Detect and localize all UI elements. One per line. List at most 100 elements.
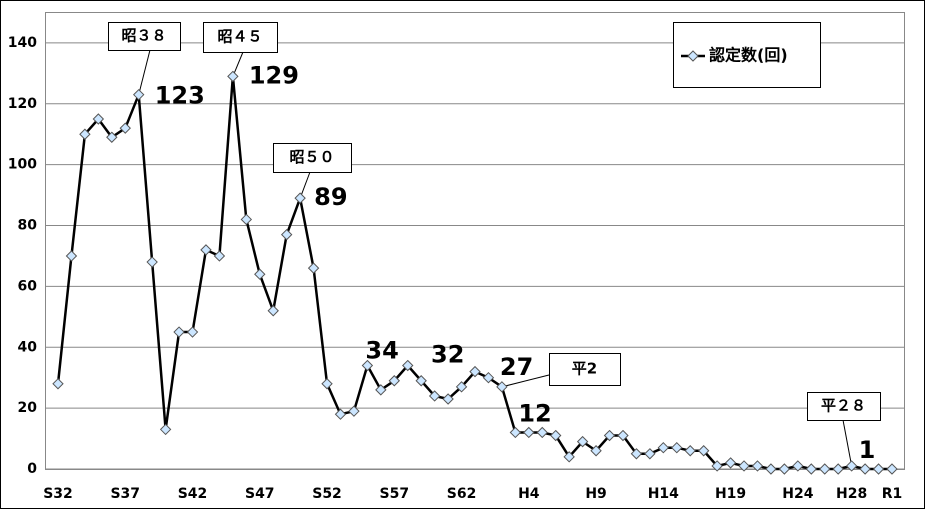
callout-text: 昭４５ — [217, 28, 262, 46]
marker — [819, 463, 831, 475]
marker — [240, 213, 253, 226]
marker — [348, 405, 360, 417]
marker — [671, 441, 683, 454]
marker — [792, 460, 804, 472]
callout-text: 平２８ — [821, 397, 866, 415]
callout-line — [232, 51, 244, 77]
marker — [859, 463, 871, 475]
x-tick-label: S37 — [110, 486, 140, 502]
x-tick-label: H24 — [782, 486, 813, 502]
marker — [280, 228, 293, 241]
x-tick-label: S42 — [178, 486, 208, 502]
callout-line — [299, 171, 311, 199]
callout-box — [807, 392, 881, 421]
marker — [576, 435, 589, 448]
marker — [469, 365, 481, 378]
marker — [550, 429, 562, 442]
marker — [496, 381, 508, 393]
data-label: 123 — [155, 82, 205, 110]
marker — [684, 445, 696, 457]
marker — [832, 463, 844, 475]
marker — [159, 423, 172, 436]
data-label: 34 — [365, 337, 398, 365]
marker — [872, 463, 885, 475]
callout-box — [203, 22, 278, 53]
callout-text: 昭５０ — [289, 148, 334, 166]
callout-text: 平2 — [572, 360, 597, 378]
marker — [751, 460, 764, 472]
x-tick-label: R1 — [882, 486, 903, 502]
callout-text: 昭３８ — [121, 27, 166, 45]
marker — [146, 256, 158, 268]
marker — [321, 378, 333, 390]
marker — [697, 445, 710, 457]
y-tick-label: 100 — [8, 157, 37, 173]
marker — [630, 448, 643, 460]
marker — [361, 359, 374, 372]
y-tick-label: 120 — [8, 96, 37, 112]
marker — [738, 460, 750, 472]
marker — [375, 384, 387, 396]
marker — [603, 429, 616, 442]
x-tick-label: S32 — [43, 486, 73, 502]
x-tick-label: H14 — [648, 486, 679, 502]
x-tick-label: H4 — [518, 486, 540, 502]
marker — [428, 390, 441, 402]
x-tick-label: S62 — [447, 486, 477, 502]
marker — [482, 371, 495, 384]
marker — [334, 408, 347, 420]
data-label: 1 — [859, 436, 876, 464]
marker — [186, 326, 199, 338]
marker — [644, 448, 656, 460]
legend-label: 認定数(回) — [709, 46, 788, 65]
marker — [388, 375, 400, 387]
x-tick-label: H9 — [585, 486, 606, 502]
marker — [886, 463, 898, 475]
marker — [106, 131, 118, 143]
data-label: 129 — [249, 61, 299, 89]
marker — [52, 378, 64, 390]
callout-line — [842, 419, 853, 467]
x-tick-label: H28 — [836, 486, 867, 502]
callout-box — [549, 353, 621, 386]
x-tick-label: S47 — [245, 486, 275, 502]
callout-line — [138, 49, 151, 95]
marker — [415, 375, 427, 387]
y-tick-label: 80 — [18, 218, 38, 234]
plot-area — [45, 12, 905, 470]
marker — [92, 113, 105, 125]
marker — [402, 359, 414, 372]
marker — [563, 451, 575, 463]
marker — [65, 250, 78, 262]
y-tick-label: 40 — [18, 339, 38, 355]
callout-box — [273, 143, 352, 173]
y-tick-label: 60 — [18, 278, 38, 294]
y-tick-label: 140 — [8, 35, 37, 51]
marker — [509, 426, 522, 439]
marker — [657, 441, 670, 454]
y-tick-label: 0 — [27, 461, 37, 477]
marker — [254, 268, 266, 280]
marker — [133, 88, 145, 101]
marker — [778, 463, 791, 475]
marker — [590, 445, 602, 457]
marker — [227, 70, 239, 83]
marker — [307, 262, 320, 274]
data-label: 32 — [431, 341, 464, 369]
marker — [805, 463, 817, 475]
marker — [724, 457, 737, 469]
x-tick-label: H19 — [715, 486, 746, 502]
marker — [536, 426, 548, 439]
legend-marker — [687, 50, 699, 62]
x-tick-label: S52 — [312, 486, 342, 502]
marker — [267, 305, 279, 317]
marker — [711, 460, 723, 472]
marker — [765, 463, 777, 475]
marker — [213, 250, 226, 262]
y-tick-label: 20 — [18, 400, 38, 416]
data-label: 89 — [314, 183, 347, 211]
callout-line — [501, 374, 550, 388]
data-label: 12 — [518, 399, 551, 427]
marker — [442, 393, 454, 405]
